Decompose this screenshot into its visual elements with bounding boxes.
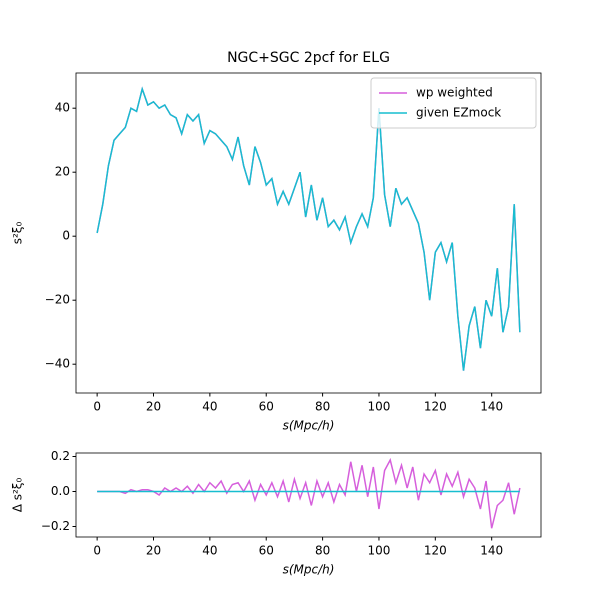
x-tick-label: 40 — [202, 400, 217, 414]
chart-title: NGC+SGC 2pcf for ELG — [227, 50, 390, 66]
y-tick-label: 40 — [55, 101, 70, 115]
x-tick-label: 120 — [424, 544, 447, 558]
legend-label: wp weighted — [416, 86, 493, 100]
y-tick-label: 0.2 — [51, 449, 70, 463]
data-line — [96, 86, 521, 371]
x-tick-label: 60 — [259, 400, 274, 414]
x-tick-label: 20 — [146, 400, 161, 414]
x-tick-label: 140 — [480, 400, 503, 414]
x-tick-label: 80 — [315, 544, 330, 558]
x-tick-label: 80 — [315, 400, 330, 414]
x-tick-label: 0 — [93, 544, 101, 558]
x-axis-label: s(Mpc/h) — [283, 419, 335, 433]
axes-frame — [75, 72, 542, 394]
x-tick-label: 100 — [368, 400, 391, 414]
x-tick-label: 100 — [368, 544, 391, 558]
x-tick-label: 120 — [424, 400, 447, 414]
axes-frame — [75, 452, 542, 538]
y-tick-label: −0.2 — [41, 519, 70, 533]
x-axis-label: s(Mpc/h) — [283, 563, 335, 577]
data-line — [97, 457, 521, 529]
legend-box — [370, 77, 537, 129]
y-tick-label: 0.0 — [51, 484, 70, 498]
y-tick-label: −20 — [45, 293, 70, 307]
x-tick-label: 60 — [259, 544, 274, 558]
x-tick-label: 0 — [93, 400, 101, 414]
legend-label: given EZmock — [416, 106, 501, 120]
data-line — [96, 86, 521, 371]
x-tick-label: 140 — [480, 544, 503, 558]
y-tick-label: 20 — [55, 165, 70, 179]
x-tick-label: 40 — [202, 544, 217, 558]
x-tick-label: 20 — [146, 544, 161, 558]
y-axis-label: s²ξ₀ — [11, 222, 25, 245]
y-tick-label: 0 — [62, 229, 70, 243]
y-tick-label: −40 — [45, 357, 70, 371]
y-axis-label: Δ s²ξ₀ — [11, 478, 25, 513]
